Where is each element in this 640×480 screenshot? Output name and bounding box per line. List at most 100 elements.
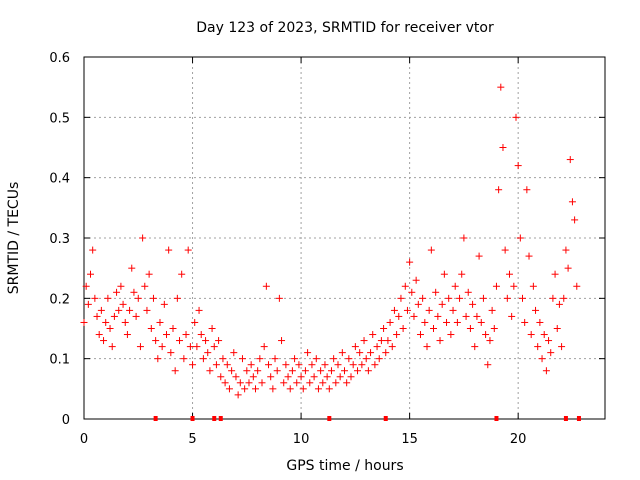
data-point bbox=[295, 361, 303, 369]
data-point bbox=[110, 312, 118, 320]
baseline-marker bbox=[563, 416, 568, 421]
data-point bbox=[145, 270, 153, 278]
data-point bbox=[403, 306, 411, 314]
data-point bbox=[238, 355, 246, 363]
data-point bbox=[395, 312, 403, 320]
data-point bbox=[492, 282, 500, 290]
data-point bbox=[334, 361, 342, 369]
data-point bbox=[223, 361, 231, 369]
data-point bbox=[260, 343, 268, 351]
data-point bbox=[286, 385, 294, 393]
data-point bbox=[215, 337, 223, 345]
data-point bbox=[314, 385, 322, 393]
data-point bbox=[178, 270, 186, 278]
data-point bbox=[197, 331, 205, 339]
data-point bbox=[323, 373, 331, 381]
data-point bbox=[538, 355, 546, 363]
data-point bbox=[571, 216, 579, 224]
baseline-marker bbox=[190, 416, 195, 421]
data-point bbox=[89, 246, 97, 254]
data-point bbox=[336, 373, 344, 381]
data-point bbox=[436, 337, 444, 345]
data-point bbox=[369, 331, 377, 339]
data-point bbox=[393, 331, 401, 339]
data-point bbox=[560, 294, 568, 302]
data-point bbox=[347, 373, 355, 381]
data-point bbox=[284, 373, 292, 381]
data-point bbox=[367, 349, 375, 357]
data-point bbox=[523, 186, 531, 194]
data-point bbox=[271, 355, 279, 363]
data-point bbox=[540, 331, 548, 339]
x-tick-label: 20 bbox=[510, 432, 527, 447]
data-point bbox=[202, 337, 210, 345]
data-point bbox=[536, 318, 544, 326]
data-point bbox=[501, 246, 509, 254]
data-point bbox=[488, 306, 496, 314]
data-point bbox=[288, 367, 296, 375]
data-point bbox=[258, 379, 266, 387]
data-point bbox=[160, 300, 168, 308]
data-points bbox=[80, 83, 581, 399]
y-tick-label: 0 bbox=[62, 413, 70, 428]
data-point bbox=[564, 264, 572, 272]
data-point bbox=[438, 300, 446, 308]
data-point bbox=[427, 246, 435, 254]
data-point bbox=[443, 318, 451, 326]
data-point bbox=[262, 282, 270, 290]
data-point bbox=[158, 343, 166, 351]
data-point bbox=[549, 294, 557, 302]
data-point bbox=[423, 343, 431, 351]
data-point bbox=[545, 337, 553, 345]
data-point bbox=[126, 306, 134, 314]
data-point bbox=[152, 337, 160, 345]
data-point bbox=[234, 391, 242, 399]
data-point bbox=[354, 367, 362, 375]
data-point bbox=[128, 264, 136, 272]
data-point bbox=[568, 198, 576, 206]
data-point bbox=[479, 294, 487, 302]
data-point bbox=[475, 252, 483, 260]
data-point bbox=[162, 331, 170, 339]
data-point bbox=[519, 294, 527, 302]
data-point bbox=[527, 331, 535, 339]
data-point bbox=[93, 312, 101, 320]
data-point bbox=[278, 337, 286, 345]
data-point bbox=[434, 312, 442, 320]
data-point bbox=[384, 337, 392, 345]
data-point bbox=[251, 385, 259, 393]
data-point bbox=[247, 361, 255, 369]
y-tick-label: 0.6 bbox=[49, 51, 70, 66]
data-point bbox=[388, 343, 396, 351]
data-point bbox=[82, 282, 90, 290]
data-point bbox=[134, 294, 142, 302]
data-point bbox=[330, 355, 338, 363]
data-point bbox=[173, 294, 181, 302]
data-point bbox=[508, 312, 516, 320]
data-point bbox=[108, 343, 116, 351]
data-point bbox=[317, 367, 325, 375]
data-point bbox=[364, 367, 372, 375]
data-point bbox=[412, 276, 420, 284]
data-point bbox=[225, 385, 233, 393]
data-point bbox=[243, 367, 251, 375]
data-point bbox=[338, 349, 346, 357]
data-point bbox=[299, 385, 307, 393]
data-point bbox=[217, 373, 225, 381]
data-point bbox=[399, 325, 407, 332]
data-point bbox=[147, 325, 155, 332]
data-point bbox=[456, 294, 464, 302]
baseline-marker bbox=[576, 416, 581, 421]
data-point bbox=[176, 337, 184, 345]
data-point bbox=[310, 373, 318, 381]
data-point bbox=[558, 343, 566, 351]
data-point bbox=[180, 355, 188, 363]
data-point bbox=[401, 282, 409, 290]
data-point bbox=[245, 379, 253, 387]
data-point bbox=[321, 361, 329, 369]
data-point bbox=[432, 288, 440, 296]
data-point bbox=[254, 367, 262, 375]
data-point bbox=[84, 300, 92, 308]
data-point bbox=[186, 343, 194, 351]
